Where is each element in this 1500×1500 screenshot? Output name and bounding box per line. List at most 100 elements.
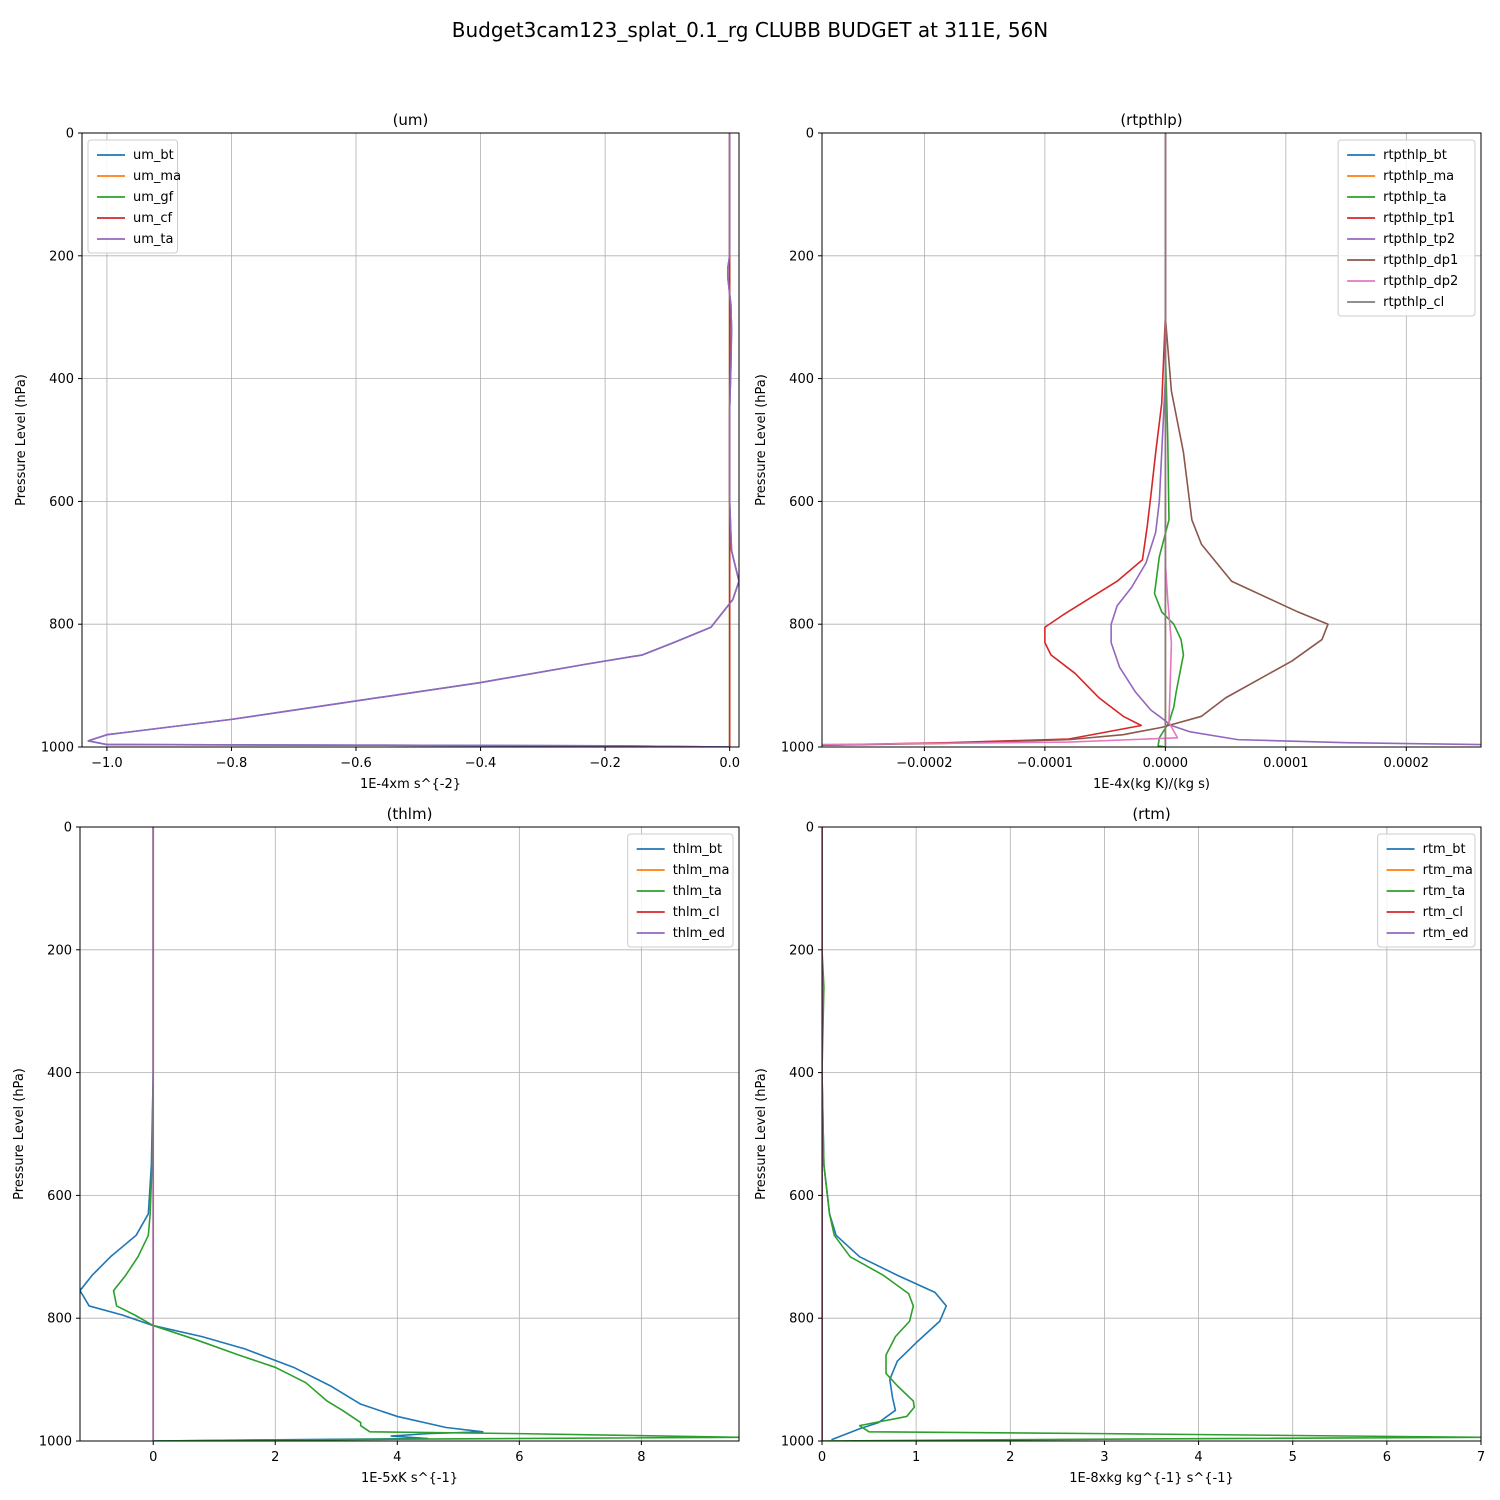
figure-title: Budget3cam123_splat_0.1_rg CLUBB BUDGET … — [452, 18, 1048, 42]
x-axis-label: 1E-4xm s^{-2} — [360, 777, 461, 792]
legend-item-rtpthlp_tp1: rtpthlp_tp1 — [1347, 211, 1455, 226]
legend: rtpthlp_bt rtpthlp_ma rtpthlp_ta rtpthlp_tp… — [1337, 139, 1476, 317]
legend: rtm_bt rtm_ma rtm_ta rtm_cl rtm_ed — [1377, 833, 1476, 948]
x-axis-label: 1E-8xkg kg^{-1} s^{-1} — [1069, 1471, 1234, 1486]
legend-label: um_gf — [133, 190, 174, 205]
x-tick-label: 7 — [1477, 1450, 1485, 1465]
x-tick-label: −0.4 — [465, 756, 497, 771]
legend-label: thlm_ed — [673, 926, 725, 941]
legend-item-um_gf: um_gf — [97, 190, 174, 205]
x-tick-label: −0.2 — [589, 756, 621, 771]
y-tick-label: 400 — [49, 372, 74, 387]
axes-frame — [81, 132, 740, 748]
legend-item-thlm_ed: thlm_ed — [636, 926, 725, 941]
series-line-rtpthlp_ta — [1153, 133, 1185, 747]
legend-item-um_bt: um_bt — [97, 148, 174, 163]
legend-item-rtpthlp_dp1: rtpthlp_dp1 — [1347, 253, 1458, 268]
legend-label: rtpthlp_cl — [1383, 295, 1444, 310]
y-tick-label: 600 — [49, 495, 74, 510]
legend-label: um_bt — [133, 148, 174, 163]
series-line-rtpthlp_tp2 — [1110, 133, 1481, 746]
y-tick-label: 1000 — [41, 741, 74, 756]
legend-label: rtpthlp_dp2 — [1383, 274, 1458, 289]
axes-frame — [79, 826, 740, 1442]
series-line-um_ta — [87, 133, 739, 747]
legend-item-thlm_ma: thlm_ma — [636, 863, 730, 878]
legend-label: rtm_ma — [1423, 863, 1473, 878]
series-group — [80, 827, 739, 1441]
panel-title: (um) — [393, 111, 429, 129]
x-tick-label: 0.0002 — [1384, 756, 1430, 771]
series-line-rtm_bt — [822, 1072, 948, 1441]
y-tick-label: 1000 — [781, 741, 814, 756]
legend-item-rtm_cl: rtm_cl — [1386, 905, 1463, 920]
y-tick-label: 600 — [789, 495, 814, 510]
y-axis-label: Pressure Level (hPa) — [754, 374, 769, 506]
panel-rtm: 0 1 2 3 4 5 6 7 0 200 400 600 800 1000 (rtm) 1E-8xkg kg… — [754, 805, 1485, 1486]
x-axis-label: 1E-4x(kg K)/(kg s) — [1093, 777, 1210, 792]
x-tick-label: −0.6 — [340, 756, 372, 771]
y-tick-label: 400 — [789, 372, 814, 387]
y-tick-label: 800 — [49, 618, 74, 633]
panels: −1.0 −0.8 −0.6 −0.4 −0.2 0.002004006008001000… — [12, 111, 1485, 1486]
panel-rtpthlp: −0.0002 −0.0001 0.0000 0.0001 0.0002 0 200 400 6… — [754, 111, 1482, 792]
panel-title: (rtpthlp) — [1120, 111, 1182, 129]
x-tick-label: 5 — [1289, 1450, 1297, 1465]
legend-item-um_ta: um_ta — [97, 232, 173, 247]
legend-item-um_ma: um_ma — [97, 169, 181, 184]
series-group — [822, 133, 1481, 747]
y-axis-label: Pressure Level (hPa) — [12, 1068, 27, 1200]
x-tick-label: 0 — [149, 1450, 157, 1465]
legend-box — [87, 139, 178, 254]
legend-label: rtm_ed — [1423, 926, 1469, 941]
legend-label: thlm_ta — [673, 884, 722, 899]
panel-thlm: 0 2 4 6 8 0 200 400 600 800 1000 (thlm) 1E-5xK s^{-1… — [12, 805, 740, 1486]
x-tick-label: 8 — [637, 1450, 645, 1465]
panel-title: (thlm) — [387, 805, 433, 823]
legend-item-um_cf: um_cf — [97, 211, 173, 226]
legend-item-rtm_ma: rtm_ma — [1386, 863, 1473, 878]
x-tick-label: 2 — [271, 1450, 279, 1465]
y-tick-label: 800 — [789, 1312, 814, 1327]
legend-label: rtpthlp_dp1 — [1383, 253, 1458, 268]
series-line-rtm_ta — [822, 949, 1481, 1441]
y-tick-label: 1000 — [781, 1435, 814, 1450]
legend-item-rtpthlp_cl: rtpthlp_cl — [1347, 295, 1444, 310]
y-tick-label: 800 — [47, 1312, 72, 1327]
legend-label: rtpthlp_tp1 — [1383, 211, 1455, 226]
x-tick-label: −0.0001 — [1017, 756, 1073, 771]
legend-item-thlm_cl: thlm_cl — [636, 905, 720, 920]
legend-label: thlm_bt — [673, 842, 722, 857]
x-tick-label: −1.0 — [91, 756, 123, 771]
axes-frame — [821, 826, 1482, 1442]
series-line-thlm_ta — [112, 827, 739, 1441]
x-tick-label: 3 — [1100, 1450, 1108, 1465]
series-group — [87, 133, 739, 747]
legend-label: rtpthlp_ta — [1383, 190, 1446, 205]
x-tick-label: −0.8 — [216, 756, 248, 771]
y-axis-label: Pressure Level (hPa) — [14, 374, 29, 506]
legend-box — [1377, 833, 1476, 948]
x-tick-label: 4 — [393, 1450, 401, 1465]
legend-label: um_ta — [133, 232, 173, 247]
y-tick-label: 0 — [806, 821, 814, 836]
x-tick-label: 4 — [1194, 1450, 1202, 1465]
legend-label: thlm_ma — [673, 863, 730, 878]
legend-label: rtm_cl — [1423, 905, 1463, 920]
y-tick-label: 0 — [66, 127, 74, 142]
legend-item-thlm_ta: thlm_ta — [636, 884, 722, 899]
legend-item-rtpthlp_ma: rtpthlp_ma — [1347, 169, 1454, 184]
series-line-rtpthlp_dp1 — [822, 133, 1329, 746]
axes-frame — [821, 132, 1482, 748]
y-tick-label: 400 — [47, 1066, 72, 1081]
y-tick-label: 200 — [47, 943, 72, 958]
legend-box — [627, 833, 734, 948]
legend-label: thlm_cl — [673, 905, 720, 920]
legend-label: um_cf — [133, 211, 173, 226]
x-tick-label: 6 — [1383, 1450, 1391, 1465]
legend-label: rtm_bt — [1423, 842, 1466, 857]
legend-item-rtm_ed: rtm_ed — [1386, 926, 1469, 941]
y-tick-label: 1000 — [39, 1435, 72, 1450]
panel-um: −1.0 −0.8 −0.6 −0.4 −0.2 0.0 0 200 400 600 800 1000… — [14, 111, 740, 792]
